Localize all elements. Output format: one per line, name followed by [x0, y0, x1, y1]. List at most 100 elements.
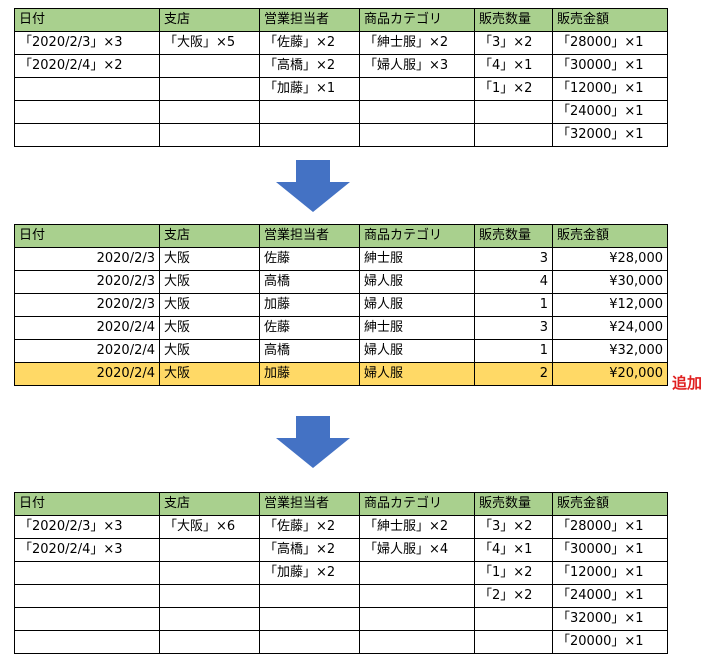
table-row: 「32000」×1 [14, 607, 668, 631]
table-cell: ¥30,000 [552, 270, 668, 294]
table-cell [159, 630, 260, 654]
table-cell: 大阪 [159, 247, 260, 271]
table-cell: 大阪 [159, 362, 260, 386]
table-cell: 2020/2/4 [14, 339, 160, 363]
table-cell: 「20000」×1 [552, 630, 668, 654]
table-cell [14, 584, 160, 608]
table-cell [359, 630, 475, 654]
table-cell [359, 123, 475, 147]
header-row: 日付 支店 営業担当者 商品カテゴリ 販売数量 販売金額 [14, 8, 668, 32]
table-cell: 「12000」×1 [552, 77, 668, 101]
table-cell: 「2020/2/4」×2 [14, 54, 160, 78]
table-cell: 加藤 [259, 293, 360, 317]
header-cell: 営業担当者 [259, 224, 360, 248]
table-cell: 加藤 [259, 362, 360, 386]
table-cell [474, 607, 553, 631]
table-cell: 「加藤」×1 [259, 77, 360, 101]
summary-table-before: 日付 支店 営業担当者 商品カテゴリ 販売数量 販売金額 「2020/2/3」×3 「大阪」×… [14, 8, 668, 147]
table-cell: 紳士服 [359, 247, 475, 271]
table-cell [14, 77, 160, 101]
table-cell [14, 123, 160, 147]
table-cell [159, 123, 260, 147]
table-cell: ¥28,000 [552, 247, 668, 271]
table-cell: 1 [474, 293, 553, 317]
table-cell: 「紳士服」×2 [359, 31, 475, 55]
table-row: 「2020/2/3」×3 「大阪」×5 「佐藤」×2 「紳士服」×2 「3」×2 「280… [14, 31, 668, 55]
table-cell: 大阪 [159, 293, 260, 317]
table-cell: 「2」×2 [474, 584, 553, 608]
table-cell: 「4」×1 [474, 538, 553, 562]
table-cell: ¥20,000 [552, 362, 668, 386]
header-cell: 支店 [159, 224, 260, 248]
table-cell [359, 561, 475, 585]
down-arrow-icon-2 [276, 416, 350, 468]
table-cell [359, 100, 475, 124]
added-note: 追加 [672, 374, 703, 392]
header-cell: 販売金額 [552, 224, 668, 248]
table-cell: 大阪 [159, 339, 260, 363]
table-row: 「2020/2/4」×3 「高橋」×2 「婦人服」×4 「4」×1 「30000」×1 [14, 538, 668, 562]
table-cell [159, 607, 260, 631]
table-row: 「加藤」×1 「1」×2 「12000」×1 [14, 77, 668, 101]
table-cell: 「佐藤」×2 [259, 31, 360, 55]
down-arrow-icon [276, 160, 350, 212]
header-cell: 支店 [159, 8, 260, 32]
table-cell: 「紳士服」×2 [359, 515, 475, 539]
header-cell: 商品カテゴリ [359, 224, 475, 248]
header-cell: 販売金額 [552, 492, 668, 516]
header-cell: 販売数量 [474, 8, 553, 32]
header-cell: 営業担当者 [259, 492, 360, 516]
header-cell: 日付 [14, 224, 160, 248]
table-cell: 「24000」×1 [552, 584, 668, 608]
table-cell: 大阪 [159, 270, 260, 294]
table-cell: 「32000」×1 [552, 123, 668, 147]
table-cell: 「大阪」×6 [159, 515, 260, 539]
table-cell: 2020/2/3 [14, 270, 160, 294]
table-cell: 佐藤 [259, 316, 360, 340]
table-cell: 2020/2/4 [14, 362, 160, 386]
table-cell [14, 607, 160, 631]
table-cell: ¥24,000 [552, 316, 668, 340]
header-cell: 支店 [159, 492, 260, 516]
table-cell: 婦人服 [359, 339, 475, 363]
table-cell: 「2020/2/3」×3 [14, 515, 160, 539]
header-row: 日付 支店 営業担当者 商品カテゴリ 販売数量 販売金額 [14, 224, 668, 248]
table-cell: 「佐藤」×2 [259, 515, 360, 539]
table-row: 「2020/2/3」×3 「大阪」×6 「佐藤」×2 「紳士服」×2 「3」×2 「280… [14, 515, 668, 539]
header-cell: 日付 [14, 492, 160, 516]
table-cell [359, 584, 475, 608]
table-cell: 「30000」×1 [552, 54, 668, 78]
table-cell: 高橋 [259, 270, 360, 294]
table-cell: 「28000」×1 [552, 31, 668, 55]
table-cell: 「2020/2/3」×3 [14, 31, 160, 55]
table-cell: ¥12,000 [552, 293, 668, 317]
table-cell: 3 [474, 247, 553, 271]
table-cell: 「1」×2 [474, 77, 553, 101]
table-row: 「20000」×1 [14, 630, 668, 654]
table-cell: 「大阪」×5 [159, 31, 260, 55]
table-cell: 「24000」×1 [552, 100, 668, 124]
table-cell [14, 100, 160, 124]
table-cell [159, 538, 260, 562]
table-cell: 3 [474, 316, 553, 340]
table-cell: 「加藤」×2 [259, 561, 360, 585]
table-cell [159, 54, 260, 78]
header-cell: 日付 [14, 8, 160, 32]
table-row: 2020/2/3 大阪 佐藤 紳士服 3 ¥28,000 [14, 247, 668, 271]
table-cell: 「4」×1 [474, 54, 553, 78]
table-cell [259, 123, 360, 147]
table-cell: 「12000」×1 [552, 561, 668, 585]
table-row: 2020/2/3 大阪 加藤 婦人服 1 ¥12,000 [14, 293, 668, 317]
table-cell: 「28000」×1 [552, 515, 668, 539]
table-cell: 「3」×2 [474, 515, 553, 539]
header-cell: 販売数量 [474, 224, 553, 248]
table-row: 「32000」×1 [14, 123, 668, 147]
table-row: 「24000」×1 [14, 100, 668, 124]
table-cell: 4 [474, 270, 553, 294]
table-cell: 「32000」×1 [552, 607, 668, 631]
table-cell: 紳士服 [359, 316, 475, 340]
table-cell: 大阪 [159, 316, 260, 340]
table-cell: 「3」×2 [474, 31, 553, 55]
table-cell: 2020/2/3 [14, 293, 160, 317]
summary-table-after: 日付 支店 営業担当者 商品カテゴリ 販売数量 販売金額 「2020/2/3」×3 「大阪」×… [14, 492, 668, 654]
